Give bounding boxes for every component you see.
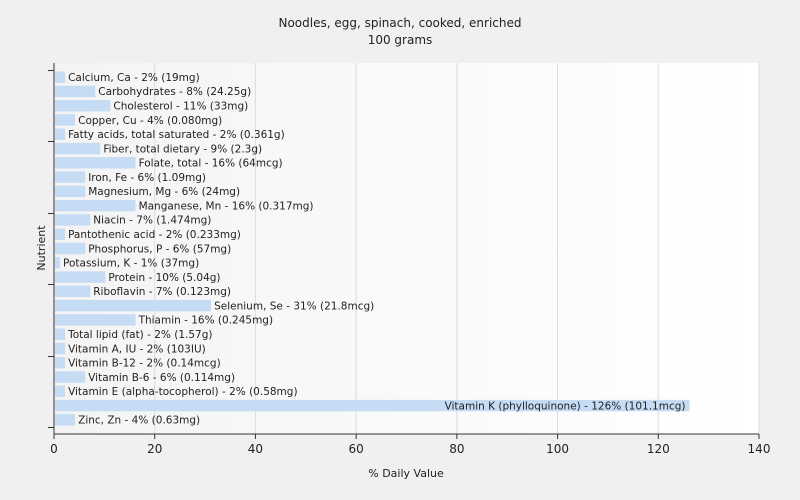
bar [55, 85, 96, 98]
bar-data-label: Niacin - 7% (1.474mg) [93, 215, 211, 227]
bar [55, 99, 111, 112]
bar-data-label: Vitamin B-12 - 2% (0.14mcg) [68, 358, 221, 370]
bar [55, 242, 86, 255]
bar-data-label: Vitamin A, IU - 2% (103IU) [68, 343, 206, 355]
x-tick-label: 20 [147, 442, 162, 456]
bar-data-label: Cholesterol - 11% (33mg) [113, 101, 248, 113]
x-tick-label: 100 [546, 442, 569, 456]
bar-data-label: Folate, total - 16% (64mcg) [139, 158, 283, 170]
chart-title: Noodles, egg, spinach, cooked, enriched [278, 16, 521, 30]
bar [55, 414, 76, 426]
x-axis-label: % Daily Value [368, 467, 444, 480]
bar-data-label: Zinc, Zn - 4% (0.63mg) [78, 415, 200, 427]
bar [55, 357, 66, 369]
bar-data-label: Copper, Cu - 4% (0.080mg) [78, 115, 222, 127]
chart-subtitle: 100 grams [368, 33, 433, 47]
y-axis-label: Nutrient [35, 225, 48, 271]
bar-data-label: Calcium, Ca - 2% (19mg) [68, 72, 200, 84]
bar [55, 285, 91, 298]
bar [55, 171, 86, 183]
bar-data-label: Vitamin B-6 - 6% (0.114mg) [88, 372, 235, 384]
bar-data-label: Potassium, K - 1% (37mg) [63, 258, 199, 270]
bar [55, 228, 66, 240]
bar [55, 71, 66, 83]
bar-data-label: Thiamin - 16% (0.245mg) [138, 315, 274, 327]
bar [55, 328, 66, 340]
bar [55, 257, 61, 269]
bar [55, 299, 212, 312]
x-tick-label: 120 [647, 442, 670, 456]
bar [55, 142, 101, 155]
bar-data-label: Fatty acids, total saturated - 2% (0.361… [68, 129, 285, 141]
bar [55, 214, 91, 226]
bar-data-label: Vitamin E (alpha-tocopherol) - 2% (0.58m… [68, 386, 297, 398]
bar-data-label: Vitamin K (phylloquinone) - 126% (101.1m… [445, 400, 686, 412]
bar-data-label: Carbohydrates - 8% (24.25g) [98, 86, 251, 98]
bar [55, 342, 66, 355]
bar-data-label: Protein - 10% (5.04g) [108, 272, 220, 284]
bar-data-label: Total lipid (fat) - 2% (1.57g) [67, 329, 212, 341]
x-tick-label: 60 [349, 442, 364, 456]
axes: 0 20 40 60 80 100 120 140 [48, 63, 770, 456]
x-tick-label: 80 [449, 442, 464, 456]
bar [55, 199, 136, 212]
bar [55, 271, 106, 283]
bar [55, 385, 66, 398]
x-tick-label: 40 [248, 442, 263, 456]
x-tick-label: 140 [748, 442, 771, 456]
bar-data-label: Riboflavin - 7% (0.123mg) [93, 286, 231, 298]
bar-data-label: Fiber, total dietary - 9% (2.3g) [103, 143, 262, 155]
gridlines [154, 63, 760, 434]
bar [55, 399, 690, 412]
bar-data-label: Iron, Fe - 6% (1.09mg) [88, 172, 206, 184]
bar-data-label: Phosphorus, P - 6% (57mg) [88, 243, 231, 255]
bar [55, 114, 76, 126]
bar [55, 157, 136, 169]
bar-data-label: Pantothenic acid - 2% (0.233mg) [68, 229, 241, 241]
bar [55, 314, 136, 326]
bar-data-label: Magnesium, Mg - 6% (24mg) [88, 186, 240, 198]
x-tick-label: 0 [50, 442, 58, 456]
bar-data-label: Manganese, Mn - 16% (0.317mg) [139, 200, 314, 212]
bar [55, 371, 86, 383]
bar [55, 128, 66, 140]
plot-area [54, 63, 759, 434]
bar [55, 185, 86, 198]
bar-data-label: Selenium, Se - 31% (21.8mcg) [214, 300, 374, 312]
bars: Calcium, Ca - 2% (19mg) Carbohydrates - 8… [55, 71, 690, 427]
